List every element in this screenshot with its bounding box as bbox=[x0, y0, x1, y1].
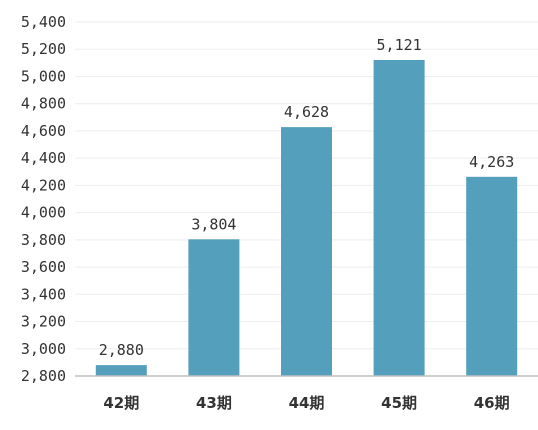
x-tick-label: 44期 bbox=[289, 394, 325, 412]
y-tick-label: 5,400 bbox=[21, 13, 66, 31]
y-tick-label: 4,000 bbox=[21, 204, 66, 222]
y-tick-label: 5,000 bbox=[21, 67, 66, 85]
x-tick-label: 45期 bbox=[381, 394, 417, 412]
bar bbox=[188, 239, 240, 376]
bar bbox=[373, 59, 425, 376]
bar bbox=[466, 176, 518, 376]
data-labels: 2,880 3,804 4,628 5,121 4,263 bbox=[99, 36, 515, 359]
bar-value-label: 4,263 bbox=[469, 153, 514, 171]
bar bbox=[95, 365, 147, 376]
y-tick-label: 3,000 bbox=[21, 340, 66, 358]
x-tick-label: 42期 bbox=[103, 394, 139, 412]
y-tick-label: 3,400 bbox=[21, 285, 66, 303]
y-tick-label: 4,400 bbox=[21, 149, 66, 167]
x-tick-label: 43期 bbox=[196, 394, 232, 412]
bar-value-label: 5,121 bbox=[377, 36, 422, 54]
bar-value-label: 4,628 bbox=[284, 103, 329, 121]
y-tick-label: 4,200 bbox=[21, 176, 66, 194]
y-tick-label: 5,200 bbox=[21, 40, 66, 58]
x-tick-label: 46期 bbox=[474, 394, 510, 412]
y-tick-label: 4,800 bbox=[21, 95, 66, 113]
y-tick-label: 2,800 bbox=[21, 367, 66, 385]
bar bbox=[281, 127, 332, 376]
bar-layer bbox=[95, 59, 518, 376]
y-tick-label: 3,800 bbox=[21, 231, 66, 249]
y-tick-label: 3,600 bbox=[21, 258, 66, 276]
bar-value-label: 3,804 bbox=[191, 215, 236, 233]
bar-value-label: 2,880 bbox=[99, 341, 144, 359]
x-axis: 42期 43期 44期 45期 46期 bbox=[75, 375, 538, 412]
y-axis: 2,800 3,000 3,200 3,400 3,600 3,800 4,000 4,200… bbox=[21, 13, 66, 385]
y-tick-label: 4,600 bbox=[21, 122, 66, 140]
y-tick-label: 3,200 bbox=[21, 313, 66, 331]
